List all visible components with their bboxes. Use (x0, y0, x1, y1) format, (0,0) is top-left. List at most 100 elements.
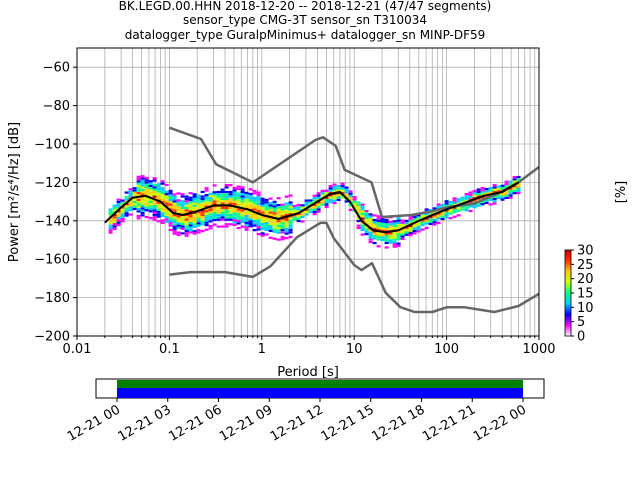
heatmap-cell (288, 226, 293, 229)
heatmap-cell (216, 209, 221, 212)
heatmap-cell (252, 229, 257, 232)
heatmap-cell (200, 209, 205, 212)
heatmap-cell (220, 218, 225, 221)
heatmap-cell (264, 217, 269, 220)
heatmap-cell (112, 223, 117, 226)
heatmap-cell (304, 211, 309, 214)
heatmap-cell (284, 223, 289, 226)
heatmap-cell (368, 240, 373, 244)
heatmap-cell (336, 185, 341, 188)
heatmap-cell (128, 188, 133, 191)
heatmap-cell (208, 213, 213, 216)
heatmap-cell (152, 195, 157, 198)
heatmap-cell (136, 214, 141, 218)
heatmap-cell (444, 204, 449, 207)
heatmap-cell (160, 207, 165, 211)
heatmap-cell (168, 212, 173, 216)
heatmap-cell (280, 224, 285, 227)
heatmap-cell (480, 203, 485, 206)
heatmap-cell (512, 185, 517, 188)
heatmap-cell (188, 222, 193, 225)
colorbar-tick-label: 0 (577, 330, 585, 345)
heatmap-cell (148, 203, 153, 206)
heatmap-cell (272, 212, 277, 215)
heatmap-cell (228, 211, 233, 214)
heatmap-cell (284, 202, 289, 205)
heatmap-cell (380, 220, 385, 223)
heatmap-cell (136, 217, 141, 220)
heatmap-cell (408, 234, 413, 237)
heatmap-cell (452, 215, 457, 218)
y-tick-label: −80 (43, 99, 70, 114)
heatmap-cell (196, 219, 201, 223)
heatmap-cell (360, 208, 365, 211)
heatmap-cell (484, 190, 489, 193)
heatmap-cell (144, 190, 149, 193)
heatmap-cell (268, 206, 273, 209)
heatmap-cell (188, 224, 193, 227)
heatmap-cell (404, 219, 409, 223)
heatmap-cell (116, 200, 121, 204)
heatmap-cell (264, 224, 269, 227)
heatmap-cell (388, 227, 393, 230)
heatmap-cell (304, 213, 309, 216)
heatmap-cell (488, 198, 493, 201)
heatmap-cell (148, 194, 153, 197)
heatmap-cell (492, 186, 497, 189)
heatmap-cell (444, 209, 449, 212)
heatmap-cell (340, 189, 345, 192)
heatmap-cell (224, 207, 229, 210)
heatmap-cell (160, 194, 165, 197)
heatmap-cell (452, 199, 457, 202)
heatmap-cell (332, 190, 337, 193)
heatmap-cell (404, 226, 409, 229)
heatmap-cell (420, 219, 425, 222)
heatmap-cell (376, 226, 381, 229)
heatmap-cell (136, 178, 141, 181)
heatmap-cell (176, 192, 181, 195)
heatmap-cell (204, 212, 209, 215)
colorbar-tick-label: 30 (577, 244, 594, 259)
y-tick-label: −120 (34, 176, 70, 191)
heatmap-cell (392, 231, 397, 234)
heatmap-cell (192, 230, 197, 233)
heatmap-cell (156, 192, 161, 195)
heatmap-cell (220, 207, 225, 210)
heatmap-cell (472, 196, 477, 200)
heatmap-cell (228, 209, 233, 212)
heatmap-cell (156, 204, 161, 207)
heatmap-cell (292, 207, 297, 210)
heatmap-cell (228, 183, 233, 187)
heatmap-cell (308, 206, 313, 209)
colorbar-label: [%] (614, 181, 629, 204)
heatmap-cell (220, 193, 225, 196)
heatmap-cell (408, 220, 413, 223)
heatmap-cell (180, 204, 185, 207)
heatmap-cell (508, 180, 513, 183)
heatmap-cell (252, 206, 257, 209)
heatmap-cell (120, 217, 125, 221)
heatmap-cell (148, 210, 153, 213)
heatmap-cell (480, 200, 485, 203)
heatmap-cell (268, 229, 273, 232)
heatmap-cell (424, 217, 429, 220)
heatmap-cell (136, 207, 141, 211)
heatmap-cell (168, 203, 173, 206)
heatmap-cell (236, 196, 241, 200)
heatmap-cell (188, 231, 193, 234)
heatmap-cell (432, 223, 437, 226)
heatmap-cell (228, 197, 233, 201)
heatmap-cell (436, 221, 441, 225)
heatmap-cell (112, 216, 117, 219)
heatmap-cell (268, 209, 273, 212)
heatmap-cell (172, 214, 177, 217)
heatmap-cell (192, 207, 197, 210)
heatmap-cell (516, 175, 521, 179)
heatmap-cell (260, 225, 265, 228)
heatmap-cell (432, 218, 437, 222)
heatmap-cell (240, 216, 245, 219)
heatmap-cell (176, 224, 181, 227)
heatmap-cell (128, 190, 133, 193)
heatmap-cell (156, 185, 161, 188)
